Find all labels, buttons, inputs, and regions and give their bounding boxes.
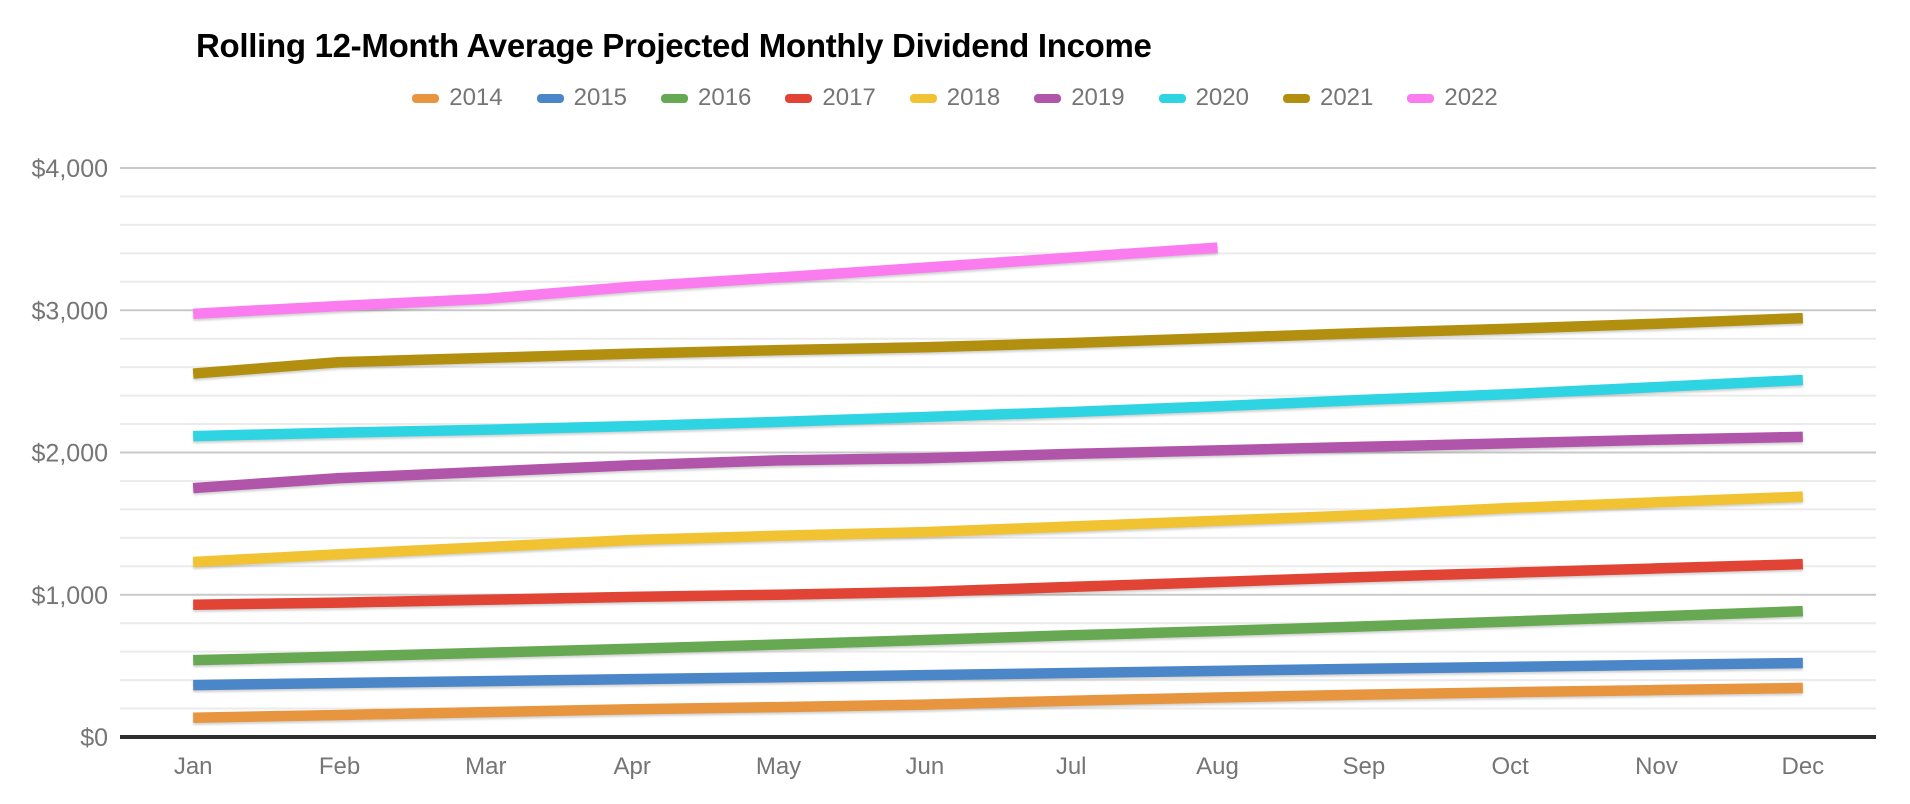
x-tick-label: Jan <box>174 753 213 780</box>
chart-title: Rolling 12-Month Average Projected Month… <box>196 27 1152 64</box>
legend-label-2018: 2018 <box>946 84 1001 111</box>
legend-item-2022[interactable]: 2022 <box>1407 84 1498 111</box>
series-line-2019[interactable] <box>192 431 1803 494</box>
series-line-2014[interactable] <box>193 682 1803 724</box>
legend-label-2014: 2014 <box>449 84 503 111</box>
x-tick-label: Apr <box>613 753 650 780</box>
legend-label-2021: 2021 <box>1319 84 1374 111</box>
legend-swatch-2018 <box>909 93 937 103</box>
legend-item-2014[interactable]: 2014 <box>412 84 503 111</box>
y-tick-label: $0 <box>80 724 108 752</box>
y-tick-label: $1,000 <box>32 582 108 610</box>
x-tick-label: Nov <box>1635 753 1678 780</box>
legend-swatch-2019 <box>1034 93 1062 103</box>
series-line-2015[interactable] <box>193 657 1803 691</box>
x-tick-label: Sep <box>1342 753 1385 780</box>
legend-label-2022: 2022 <box>1444 84 1498 111</box>
y-tick-label: $2,000 <box>32 440 108 468</box>
legend-swatch-2014 <box>412 93 440 103</box>
y-tick-label: $4,000 <box>32 155 108 183</box>
legend-item-2019[interactable]: 2019 <box>1034 84 1125 111</box>
legend-swatch-2021 <box>1282 93 1310 103</box>
x-tick-label: Dec <box>1781 753 1824 780</box>
x-tick-label: May <box>756 753 801 780</box>
legend-label-2015: 2015 <box>573 84 628 111</box>
legend-item-2016[interactable]: 2016 <box>661 86 751 110</box>
legend-label-2020: 2020 <box>1195 84 1249 111</box>
legend-item-2017[interactable]: 2017 <box>785 84 876 111</box>
legend-item-2021[interactable]: 2021 <box>1282 84 1374 111</box>
x-tick-label: Jun <box>905 753 944 780</box>
x-tick-label: Aug <box>1196 753 1239 780</box>
x-tick-label: Oct <box>1491 753 1529 780</box>
legend-swatch-2016 <box>661 93 689 103</box>
series-line-2020[interactable] <box>193 374 1804 442</box>
legend: 2014 2015 2016 2017 2018 2019 2020 2021 2022 <box>0 83 1910 113</box>
legend-label-2016: 2016 <box>698 84 752 111</box>
series-line-2021[interactable] <box>192 312 1804 379</box>
legend-label-2019: 2019 <box>1071 84 1125 111</box>
legend-swatch-2020 <box>1158 93 1186 103</box>
legend-item-2015[interactable]: 2015 <box>536 84 628 111</box>
y-tick-label: $3,000 <box>32 297 108 325</box>
x-tick-label: Mar <box>465 753 506 780</box>
x-tick-label: Jul <box>1056 753 1087 780</box>
x-tick-label: Feb <box>319 753 360 780</box>
series-line-2018[interactable] <box>192 491 1804 568</box>
legend-item-2018[interactable]: 2018 <box>909 84 1001 111</box>
series-line-2022[interactable] <box>192 242 1218 320</box>
legend-label-2017: 2017 <box>822 84 876 111</box>
legend-item-2020[interactable]: 2020 <box>1158 84 1249 111</box>
legend-swatch-2015 <box>536 93 564 103</box>
legend-swatch-2017 <box>785 93 813 103</box>
legend-swatch-2022 <box>1407 93 1435 103</box>
series-line-2016[interactable] <box>193 605 1804 666</box>
series-line-2017[interactable] <box>193 558 1803 610</box>
